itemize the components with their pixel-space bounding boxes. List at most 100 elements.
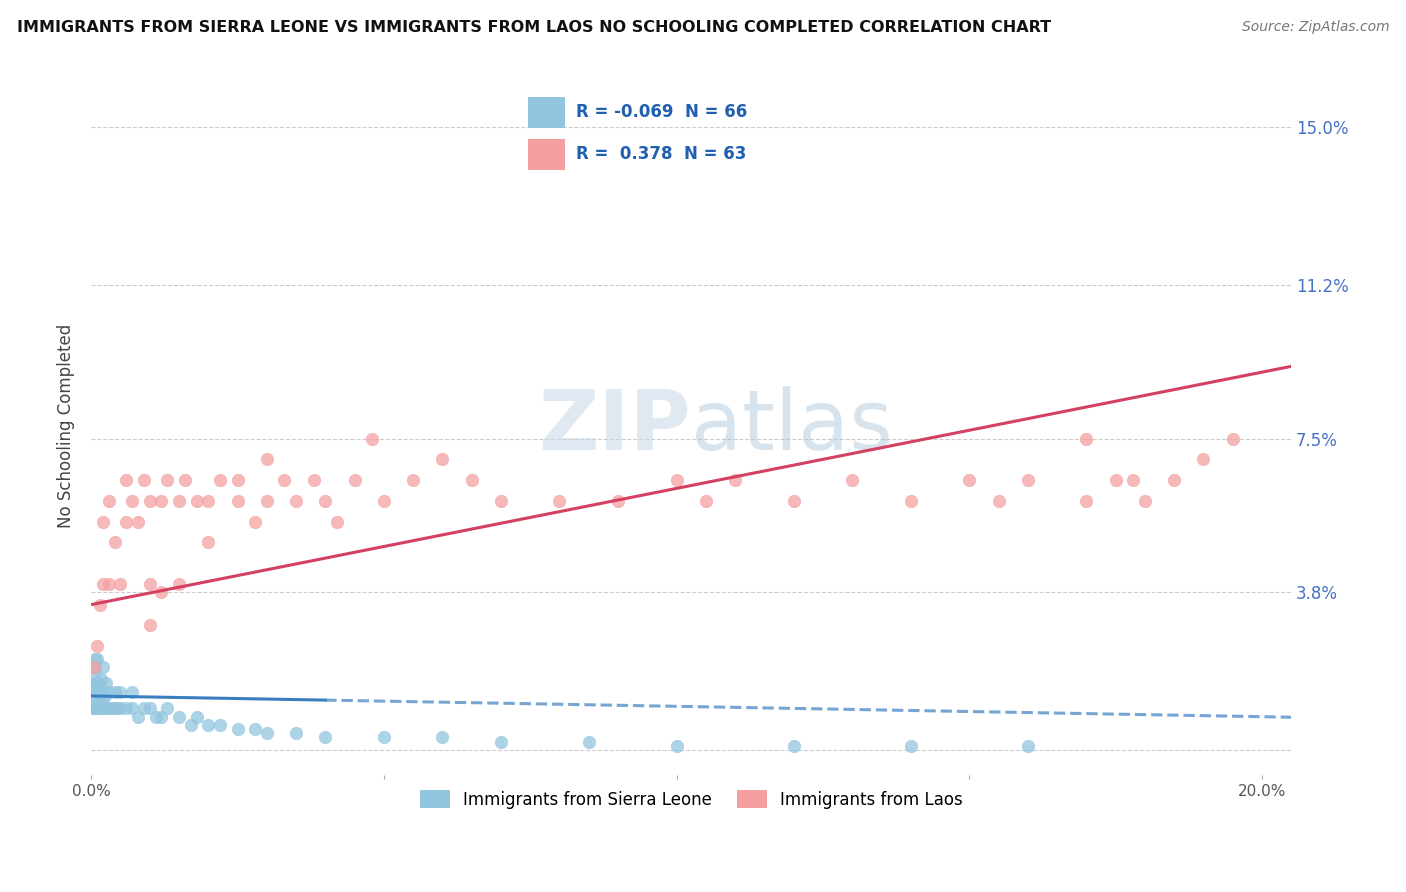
Point <box>87 685 110 699</box>
Point <box>82 681 104 695</box>
Point <box>900 493 922 508</box>
Point <box>97 685 120 699</box>
Point <box>1133 493 1156 508</box>
Point <box>256 452 278 467</box>
Point <box>1163 473 1185 487</box>
Point <box>84 676 107 690</box>
Legend: Immigrants from Sierra Leone, Immigrants from Laos: Immigrants from Sierra Leone, Immigrants… <box>413 784 970 815</box>
Point <box>132 701 155 715</box>
Point <box>103 701 125 715</box>
Point <box>226 493 249 508</box>
Text: atlas: atlas <box>692 385 893 467</box>
Point <box>86 651 108 665</box>
Point <box>89 701 111 715</box>
Point <box>226 473 249 487</box>
Point <box>127 709 149 723</box>
Point <box>138 618 160 632</box>
Point <box>256 726 278 740</box>
Point <box>138 577 160 591</box>
Point <box>1122 473 1144 487</box>
Point <box>173 473 195 487</box>
Point <box>548 493 571 508</box>
Point <box>90 693 112 707</box>
Point <box>103 685 125 699</box>
Point <box>84 651 107 665</box>
Point <box>82 693 104 707</box>
Point <box>156 473 179 487</box>
Point <box>86 685 108 699</box>
Point <box>226 722 249 736</box>
Point <box>695 493 717 508</box>
Point <box>87 701 110 715</box>
Point <box>115 701 138 715</box>
Point <box>150 585 173 599</box>
Point <box>91 660 114 674</box>
Point <box>138 493 160 508</box>
Point <box>89 598 111 612</box>
Point <box>841 473 863 487</box>
Point <box>87 701 110 715</box>
Point <box>86 676 108 690</box>
Point <box>1017 739 1039 753</box>
Point <box>90 701 112 715</box>
Point <box>89 681 111 695</box>
Point <box>103 535 125 549</box>
Point <box>110 685 132 699</box>
Point <box>273 473 295 487</box>
Point <box>97 577 120 591</box>
Text: ZIP: ZIP <box>538 385 692 467</box>
Point <box>326 515 349 529</box>
Point <box>186 493 208 508</box>
Point <box>94 701 117 715</box>
Point <box>90 673 112 687</box>
Point <box>957 473 980 487</box>
Point <box>93 689 115 703</box>
Point <box>1017 473 1039 487</box>
Point <box>285 493 308 508</box>
Point <box>302 473 325 487</box>
Point <box>91 577 114 591</box>
Point <box>87 676 110 690</box>
Point <box>121 493 143 508</box>
Point <box>132 473 155 487</box>
Point <box>97 493 120 508</box>
Point <box>89 701 111 715</box>
Point <box>900 739 922 753</box>
Point <box>167 709 190 723</box>
Point <box>91 685 114 699</box>
Point <box>145 709 167 723</box>
Point <box>343 473 366 487</box>
Point <box>115 515 138 529</box>
Point <box>1222 432 1244 446</box>
Point <box>138 701 160 715</box>
Point <box>782 493 804 508</box>
Point <box>197 718 219 732</box>
Point <box>243 515 266 529</box>
Point <box>1192 452 1215 467</box>
Text: IMMIGRANTS FROM SIERRA LEONE VS IMMIGRANTS FROM LAOS NO SCHOOLING COMPLETED CORR: IMMIGRANTS FROM SIERRA LEONE VS IMMIGRAN… <box>17 20 1052 35</box>
Point <box>110 577 132 591</box>
Point <box>110 701 132 715</box>
Point <box>1076 432 1098 446</box>
Point <box>285 726 308 740</box>
Point <box>121 685 143 699</box>
Point <box>489 734 512 748</box>
Point <box>987 493 1010 508</box>
Point <box>91 515 114 529</box>
Point <box>578 734 600 748</box>
Point <box>208 718 231 732</box>
Point <box>150 709 173 723</box>
Point <box>93 701 115 715</box>
Point <box>782 739 804 753</box>
Point <box>121 701 143 715</box>
Point <box>402 473 425 487</box>
Point <box>83 668 105 682</box>
Point <box>83 660 105 674</box>
Point <box>432 731 454 745</box>
Point <box>167 493 190 508</box>
Point <box>115 473 138 487</box>
Point <box>1076 493 1098 508</box>
Point <box>460 473 482 487</box>
Point <box>83 660 105 674</box>
Point <box>107 701 129 715</box>
